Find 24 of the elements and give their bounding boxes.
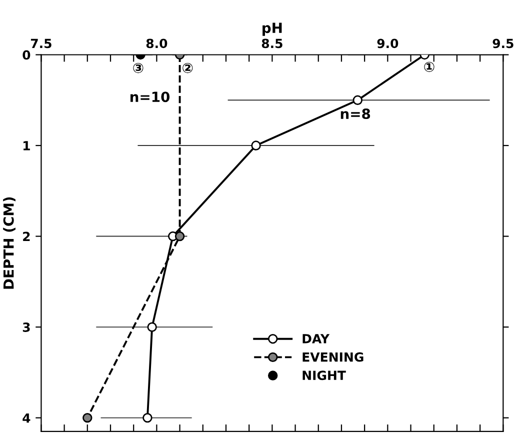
y-tick-label: 1: [23, 141, 30, 150]
annotation: n=8: [340, 108, 370, 120]
x-tick-label: 8.5: [262, 38, 282, 48]
annotation: n=10: [130, 92, 170, 102]
x-tick-label: 9.5: [492, 38, 514, 48]
point: [174, 231, 185, 242]
point: [147, 322, 157, 332]
y-tick-label: 4: [22, 413, 30, 423]
point: [82, 412, 92, 423]
x-tick-label: 7.5: [30, 38, 52, 48]
x-axis-title: pH: [262, 22, 282, 36]
y-tick-label: 0: [22, 50, 30, 60]
y-axis-title: DEPTH (CM): [3, 197, 16, 289]
point: [142, 412, 152, 423]
annotation: ②: [182, 62, 193, 74]
x-tick-label: 8.0: [146, 38, 168, 48]
x-tick-label: 9.0: [377, 38, 398, 48]
legend-label: NIGHT: [302, 370, 346, 380]
legend-label: EVENING: [302, 352, 364, 362]
annotation: ③: [133, 62, 144, 74]
y-tick-label: 3: [22, 322, 30, 332]
y-tick-label: 2: [23, 232, 30, 242]
annotation: ①: [424, 62, 434, 72]
legend-label: DAY: [302, 334, 330, 344]
